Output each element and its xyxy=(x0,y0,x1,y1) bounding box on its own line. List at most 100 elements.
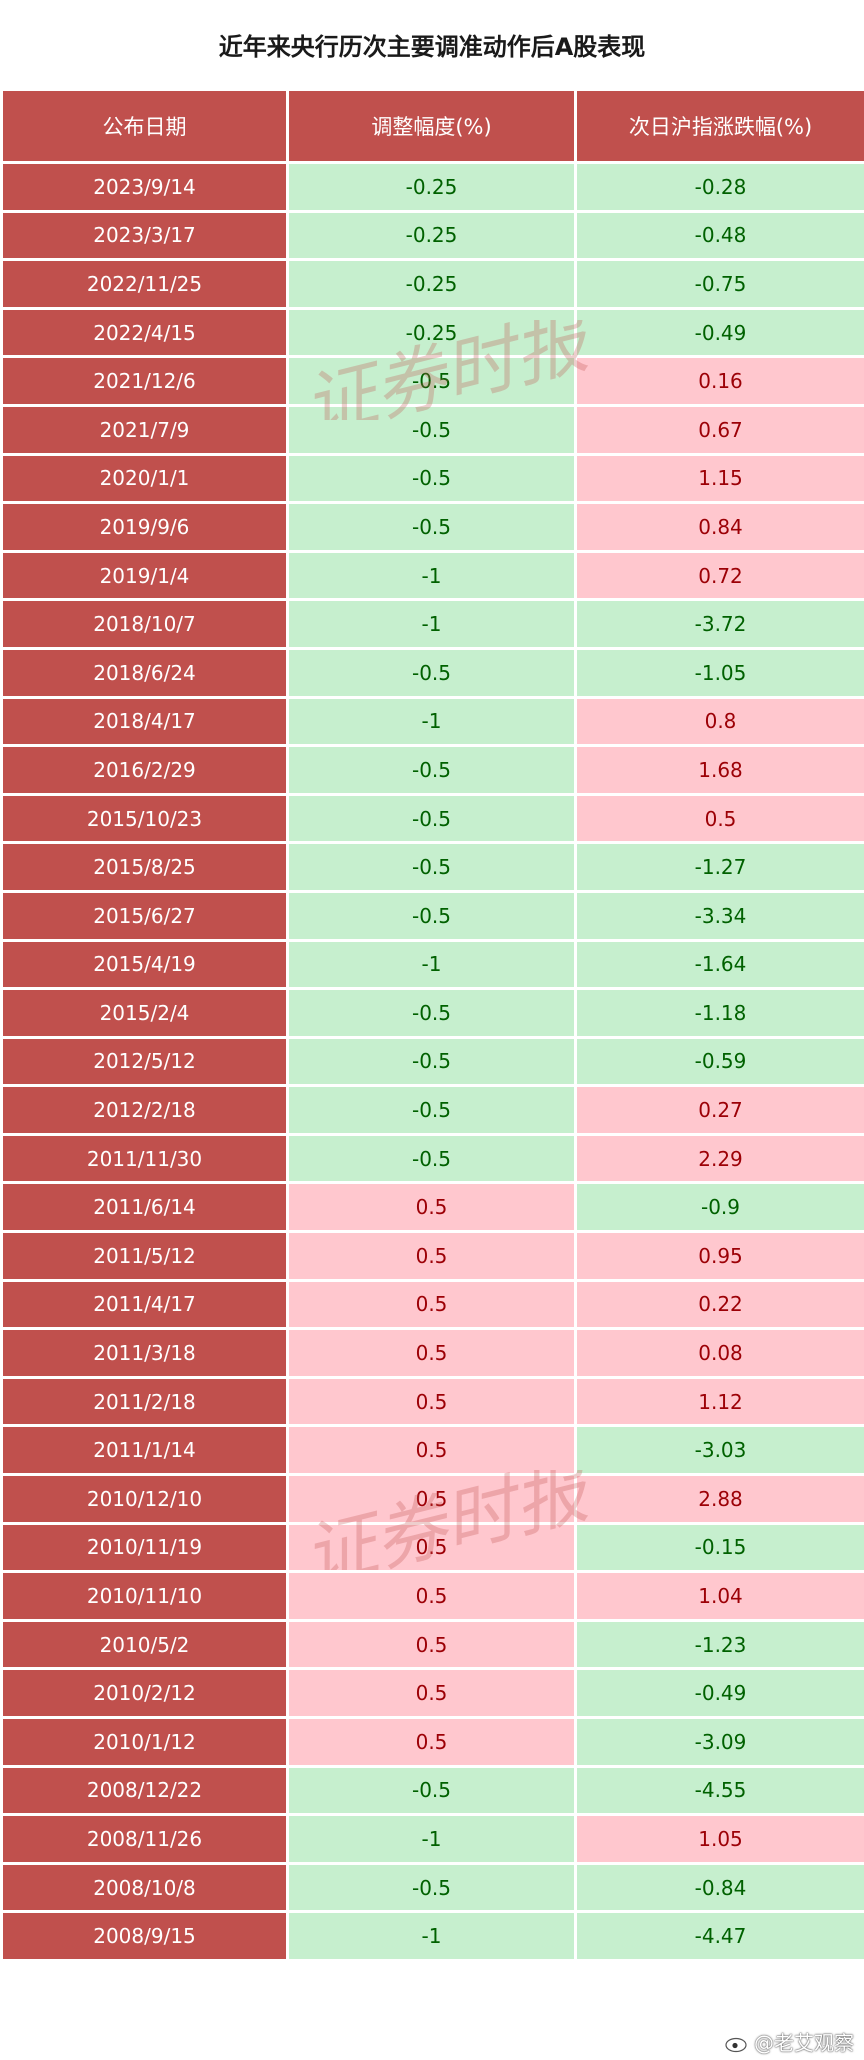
table-row: 2021/7/9 -0.5 0.67 xyxy=(0,403,864,456)
cell-change: 0.72 xyxy=(574,549,864,602)
cell-change: -0.59 xyxy=(574,1035,864,1088)
cell-change: 0.67 xyxy=(574,403,864,456)
table-row: 2019/1/4 -1 0.72 xyxy=(0,549,864,602)
header-change: 次日沪指涨跌幅(%) xyxy=(574,88,864,164)
cell-adjust: -0.5 xyxy=(286,744,577,796)
cell-change: -3.34 xyxy=(574,889,864,942)
cell-change: 1.68 xyxy=(574,744,864,796)
table-row: 2010/1/12 0.5 -3.09 xyxy=(0,1716,864,1768)
cell-date: 2011/3/18 xyxy=(0,1327,289,1379)
cell-adjust: -0.5 xyxy=(286,792,577,845)
cell-change: 1.15 xyxy=(574,452,864,505)
cell-change: -4.55 xyxy=(574,1764,864,1817)
cell-adjust: 0.5 xyxy=(286,1375,577,1428)
cell-date: 2016/2/29 xyxy=(0,744,289,796)
cell-adjust: -1 xyxy=(286,598,577,650)
table-row: 2023/9/14 -0.25 -0.28 xyxy=(0,161,864,213)
cell-change: -3.72 xyxy=(574,598,864,650)
cell-change: -0.49 xyxy=(574,1667,864,1719)
cell-adjust: -0.25 xyxy=(286,209,577,262)
cell-date: 2010/12/10 xyxy=(0,1473,289,1525)
table-row: 2015/10/23 -0.5 0.5 xyxy=(0,792,864,845)
cell-change: -0.49 xyxy=(574,306,864,359)
table-row: 2011/2/18 0.5 1.12 xyxy=(0,1375,864,1428)
cell-date: 2011/4/17 xyxy=(0,1278,289,1331)
cell-date: 2018/4/17 xyxy=(0,695,289,748)
cell-adjust: 0.5 xyxy=(286,1327,577,1379)
cell-date: 2015/6/27 xyxy=(0,889,289,942)
table-row: 2015/2/4 -0.5 -1.18 xyxy=(0,987,864,1039)
cell-adjust: -1 xyxy=(286,695,577,748)
cell-date: 2011/1/14 xyxy=(0,1424,289,1477)
cell-date: 2015/2/4 xyxy=(0,987,289,1039)
cell-adjust: -0.5 xyxy=(286,646,577,699)
cell-date: 2022/11/25 xyxy=(0,258,289,310)
cell-date: 2010/1/12 xyxy=(0,1716,289,1768)
table-row: 2018/6/24 -0.5 -1.05 xyxy=(0,646,864,699)
cell-change: -3.09 xyxy=(574,1716,864,1768)
cell-change: -0.15 xyxy=(574,1521,864,1574)
cell-change: -1.64 xyxy=(574,938,864,991)
table-header-row: 公布日期 调整幅度(%) 次日沪指涨跌幅(%) xyxy=(0,88,864,164)
cell-change: -0.84 xyxy=(574,1861,864,1914)
cell-adjust: 0.5 xyxy=(286,1521,577,1574)
cell-date: 2023/3/17 xyxy=(0,209,289,262)
cell-date: 2019/9/6 xyxy=(0,501,289,553)
cell-adjust: -0.5 xyxy=(286,1861,577,1914)
table-row: 2012/5/12 -0.5 -0.59 xyxy=(0,1035,864,1088)
cell-change: 1.12 xyxy=(574,1375,864,1428)
cell-adjust: -0.5 xyxy=(286,841,577,893)
weibo-credit: @老艾观察 xyxy=(724,2027,854,2056)
cell-date: 2008/12/22 xyxy=(0,1764,289,1817)
cell-change: 0.5 xyxy=(574,792,864,845)
cell-date: 2021/12/6 xyxy=(0,355,289,407)
table-row: 2010/11/19 0.5 -0.15 xyxy=(0,1521,864,1574)
cell-change: 0.16 xyxy=(574,355,864,407)
cell-adjust: 0.5 xyxy=(286,1570,577,1622)
cell-adjust: -1 xyxy=(286,938,577,991)
table-row: 2016/2/29 -0.5 1.68 xyxy=(0,744,864,796)
table-row: 2023/3/17 -0.25 -0.48 xyxy=(0,209,864,262)
table-row: 2010/2/12 0.5 -0.49 xyxy=(0,1667,864,1719)
table-row: 2019/9/6 -0.5 0.84 xyxy=(0,501,864,553)
cell-change: -4.47 xyxy=(574,1910,864,1962)
cell-change: 2.29 xyxy=(574,1132,864,1185)
cell-date: 2011/2/18 xyxy=(0,1375,289,1428)
cell-date: 2011/6/14 xyxy=(0,1181,289,1234)
cell-change: 0.27 xyxy=(574,1084,864,1136)
cell-date: 2008/9/15 xyxy=(0,1910,289,1962)
cell-change: -1.18 xyxy=(574,987,864,1039)
rrr-table: 公布日期 调整幅度(%) 次日沪指涨跌幅(%) 2023/9/14 -0.25 -0… xyxy=(0,88,864,1962)
header-date: 公布日期 xyxy=(0,88,289,164)
cell-date: 2010/11/19 xyxy=(0,1521,289,1574)
cell-change: -0.48 xyxy=(574,209,864,262)
cell-adjust: 0.5 xyxy=(286,1473,577,1525)
cell-change: -1.05 xyxy=(574,646,864,699)
cell-change: 1.04 xyxy=(574,1570,864,1622)
cell-date: 2012/2/18 xyxy=(0,1084,289,1136)
table-row: 2022/4/15 -0.25 -0.49 xyxy=(0,306,864,359)
cell-adjust: -1 xyxy=(286,549,577,602)
table-row: 2008/9/15 -1 -4.47 xyxy=(0,1910,864,1962)
cell-date: 2008/10/8 xyxy=(0,1861,289,1914)
table-row: 2008/12/22 -0.5 -4.55 xyxy=(0,1764,864,1817)
table-row: 2010/5/2 0.5 -1.23 xyxy=(0,1618,864,1671)
cell-adjust: 0.5 xyxy=(286,1230,577,1282)
cell-adjust: -0.25 xyxy=(286,306,577,359)
cell-adjust: -0.5 xyxy=(286,403,577,456)
cell-adjust: -0.5 xyxy=(286,987,577,1039)
cell-change: 1.05 xyxy=(574,1813,864,1865)
cell-date: 2010/5/2 xyxy=(0,1618,289,1671)
cell-adjust: -0.5 xyxy=(286,1764,577,1817)
cell-adjust: -0.5 xyxy=(286,452,577,505)
cell-adjust: -1 xyxy=(286,1910,577,1962)
weibo-icon xyxy=(725,2032,749,2052)
cell-change: -0.75 xyxy=(574,258,864,310)
cell-date: 2008/11/26 xyxy=(0,1813,289,1865)
cell-adjust: -0.5 xyxy=(286,1132,577,1185)
cell-adjust: -0.5 xyxy=(286,501,577,553)
cell-date: 2011/11/30 xyxy=(0,1132,289,1185)
cell-date: 2018/6/24 xyxy=(0,646,289,699)
cell-date: 2023/9/14 xyxy=(0,161,289,213)
cell-date: 2010/2/12 xyxy=(0,1667,289,1719)
